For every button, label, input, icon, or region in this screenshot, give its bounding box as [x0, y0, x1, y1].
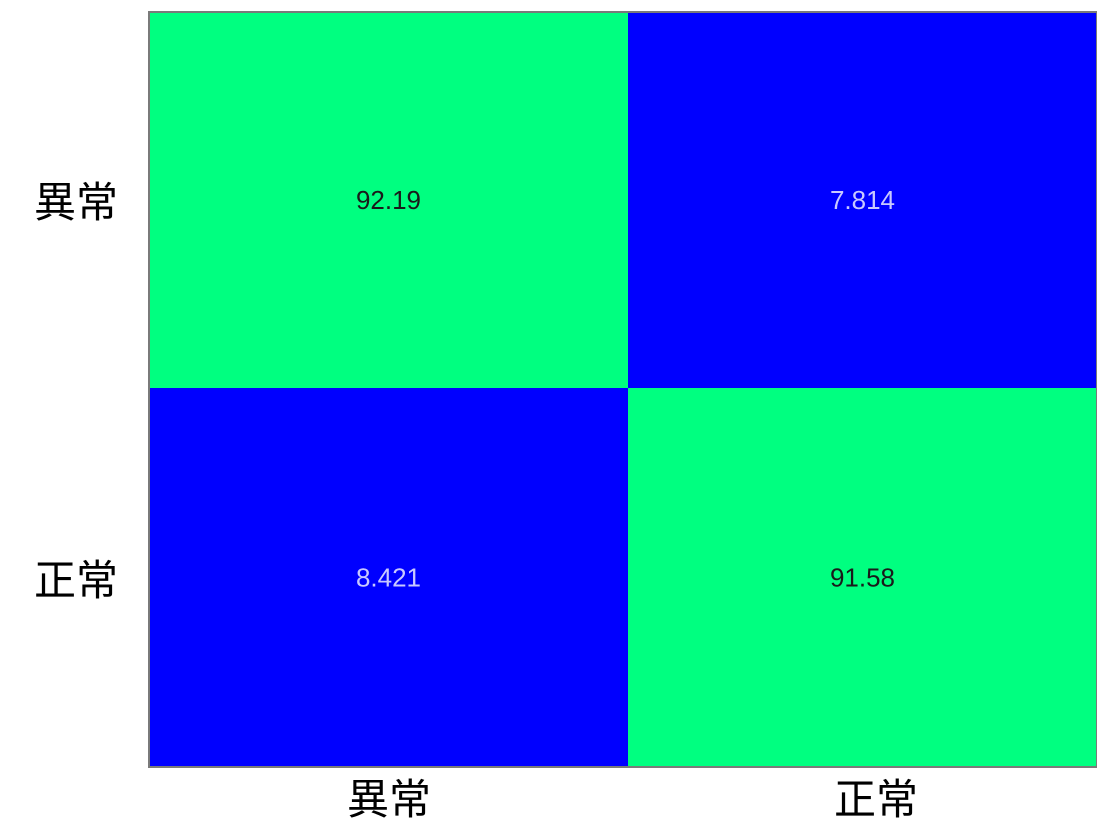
heatmap-cells — [149, 12, 1097, 767]
y-tick-label: 正常 — [34, 556, 118, 605]
heatmap-cell-r0-c0 — [149, 12, 628, 388]
heatmap-cell-r0-c1 — [628, 12, 1097, 388]
cell-value-label: 7.814 — [830, 185, 895, 215]
cell-value-label: 92.19 — [356, 185, 421, 215]
x-axis-ticks: 異常 正常 — [347, 775, 918, 823]
y-tick-label: 異常 — [34, 178, 118, 227]
cell-value-label: 8.421 — [356, 563, 421, 593]
heatmap-cell-r1-c1 — [628, 388, 1097, 767]
cell-value-label: 91.58 — [830, 563, 895, 593]
x-tick-label: 異常 — [347, 775, 431, 823]
heatmap-cell-r1-c0 — [149, 388, 628, 767]
cell-value-labels: 92.19 7.814 8.421 91.58 — [356, 185, 895, 593]
plot-frame — [148, 11, 1097, 768]
x-tick-label: 正常 — [834, 775, 918, 823]
